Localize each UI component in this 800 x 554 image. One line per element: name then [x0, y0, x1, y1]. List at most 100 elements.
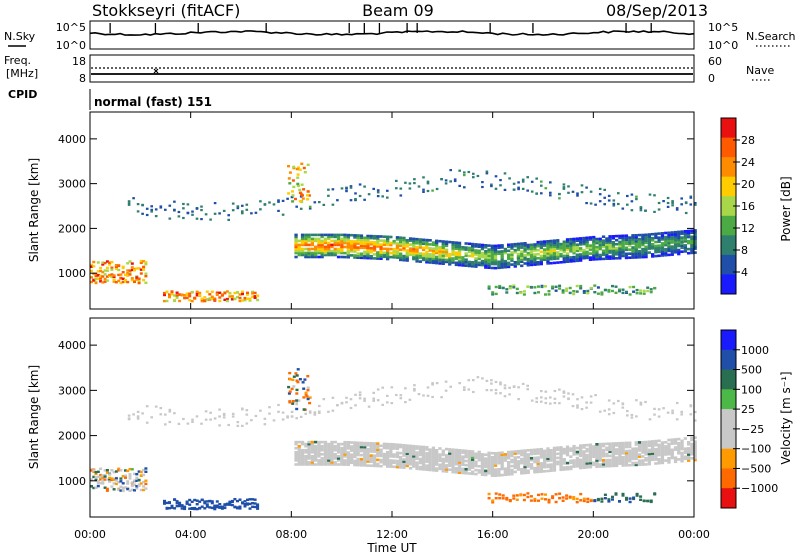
echo-cell	[615, 464, 619, 468]
echo-cell	[556, 261, 560, 264]
echo-cell	[607, 413, 611, 416]
echo-cell	[307, 453, 311, 456]
echo-cell	[529, 452, 534, 456]
echo-cell	[607, 290, 611, 293]
echo-cell	[529, 253, 534, 257]
echo-cell	[687, 441, 691, 444]
echo-cell	[628, 457, 632, 461]
echo-cell	[660, 254, 665, 257]
echo-cell	[693, 233, 697, 236]
echo-cell	[395, 236, 400, 239]
echo-cell	[490, 183, 493, 186]
echo-cell	[277, 209, 280, 212]
echo-cell	[693, 235, 697, 238]
echo-cell	[392, 459, 396, 462]
echo-cell	[307, 243, 311, 247]
echo-cell	[124, 474, 127, 477]
echo-cell	[575, 253, 579, 257]
echo-cell	[457, 255, 462, 259]
echo-cell	[565, 244, 570, 247]
echo-cell	[412, 255, 416, 259]
echo-cell	[493, 452, 498, 455]
echo-cell	[343, 444, 347, 448]
echo-cell	[569, 465, 573, 469]
echo-cell	[395, 254, 400, 257]
echo-cell	[353, 248, 357, 251]
echo-cell	[317, 459, 321, 462]
echo-cell	[621, 246, 625, 250]
echo-cell	[546, 242, 550, 245]
echo-cell	[684, 201, 688, 205]
echo-cell	[376, 452, 380, 456]
echo-cell	[320, 440, 324, 444]
echo-cell	[582, 460, 586, 463]
y-tick-label: 3000	[58, 384, 86, 397]
echo-cell	[580, 184, 584, 187]
echo-cell	[180, 293, 184, 296]
echo-cell	[425, 242, 429, 246]
echo-cell	[310, 457, 314, 460]
echo-cell	[307, 444, 311, 448]
echo-cell	[438, 258, 442, 261]
echo-cell	[639, 401, 643, 404]
echo-cell	[376, 450, 380, 454]
echo-cell	[268, 201, 271, 204]
echo-cell	[438, 248, 442, 251]
echo-cell	[241, 290, 244, 293]
echo-cell	[96, 270, 100, 273]
echo-cell	[130, 277, 134, 280]
echo-cell	[381, 386, 384, 389]
echo-cell	[490, 185, 493, 188]
echo-cell	[603, 409, 606, 412]
echo-cell	[175, 294, 179, 297]
echo-cell	[314, 455, 318, 458]
echo-cell	[537, 285, 540, 288]
echo-cell	[405, 259, 409, 262]
echo-cell	[675, 418, 679, 421]
echo-cell	[294, 245, 298, 249]
echo-cell	[302, 166, 306, 170]
echo-cell	[356, 451, 360, 455]
echo-cell	[389, 235, 393, 239]
echo-cell	[185, 292, 189, 295]
echo-cell	[529, 245, 534, 249]
echo-cell	[568, 291, 572, 295]
echo-cell	[608, 255, 612, 258]
echo-cell	[359, 236, 364, 239]
echo-cell	[594, 203, 597, 206]
echo-cell	[451, 470, 455, 474]
echo-cell	[533, 249, 537, 252]
echo-cell	[480, 255, 485, 259]
echo-cell	[408, 187, 412, 190]
echo-cell	[408, 253, 413, 256]
echo-cell	[366, 441, 370, 445]
echo-cell	[173, 294, 177, 297]
echo-cell	[349, 186, 353, 189]
echo-cell	[457, 463, 462, 466]
echo-cell	[526, 263, 530, 267]
echo-cell	[330, 457, 334, 460]
echo-cell	[336, 457, 341, 460]
echo-cell	[536, 450, 540, 453]
echo-cell	[585, 250, 589, 254]
noise-panel-frame	[89, 20, 695, 50]
echo-cell	[592, 463, 596, 467]
echo-cell	[195, 294, 199, 297]
echo-cell	[683, 250, 687, 253]
echo-cell	[386, 243, 390, 247]
echo-cell	[444, 458, 449, 461]
echo-cell	[144, 275, 148, 278]
echo-cell	[290, 195, 294, 199]
echo-cell	[585, 406, 588, 409]
echo-cell	[454, 467, 458, 470]
echo-cell	[317, 446, 321, 450]
echo-cell	[611, 243, 615, 246]
echo-cell	[453, 178, 457, 181]
echo-cell	[386, 257, 390, 261]
echo-cell	[497, 455, 501, 459]
echo-cell	[503, 457, 507, 460]
echo-cell	[680, 453, 684, 457]
echo-cell	[487, 262, 491, 265]
echo-cell	[291, 200, 295, 203]
echo-cell	[451, 466, 455, 470]
